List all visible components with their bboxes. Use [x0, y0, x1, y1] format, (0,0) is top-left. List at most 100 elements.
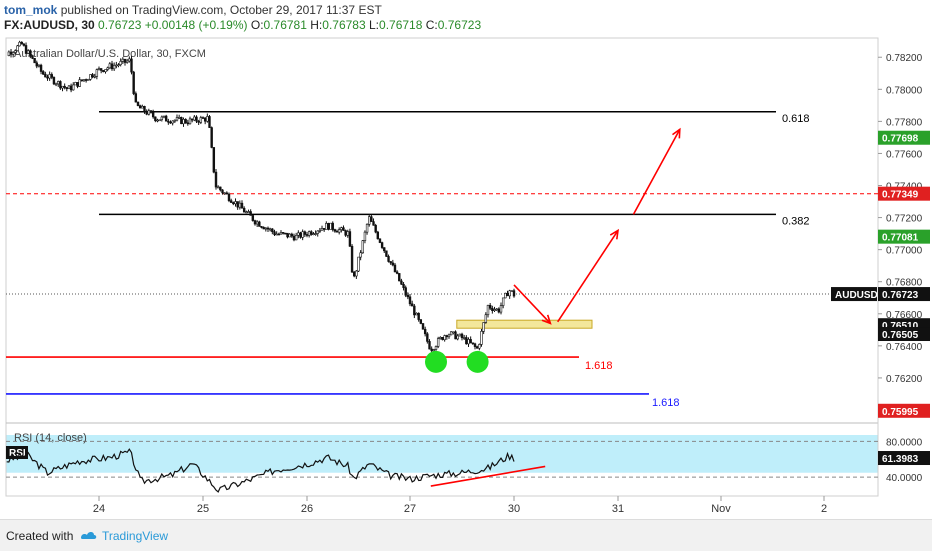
candle-body — [383, 247, 386, 252]
candle-body — [419, 319, 423, 324]
candle-body — [67, 85, 71, 90]
candle-body — [26, 50, 30, 54]
price-tag-label: 0.76723 — [882, 290, 919, 301]
candle-body — [33, 58, 36, 64]
candle-body — [374, 225, 377, 233]
candle-body — [340, 227, 343, 230]
candle-body — [22, 43, 26, 46]
x-axis-label: 24 — [93, 503, 105, 515]
x-axis-label: 31 — [612, 503, 624, 515]
fib-level-label: 0.382 — [782, 215, 810, 227]
candle-body — [89, 74, 92, 80]
candle-body — [177, 117, 181, 119]
candle-body — [42, 71, 45, 75]
price-tag-label: 0.77081 — [882, 233, 919, 244]
candle-body — [462, 337, 466, 339]
rsi-axis-label: 80.0000 — [886, 437, 923, 448]
footer: Created with TradingView — [0, 519, 932, 551]
candle-body — [61, 85, 64, 89]
rsi-line — [6, 448, 515, 493]
candle-body — [318, 229, 322, 232]
candle-body — [195, 116, 198, 122]
candle-body — [447, 334, 451, 338]
candle-body — [57, 81, 60, 85]
candle-body — [232, 202, 235, 205]
candle-body — [112, 65, 116, 70]
candle-body — [93, 75, 96, 78]
candle-body — [171, 120, 174, 124]
candle-body — [69, 85, 73, 91]
chart-header: tom_mok published on TradingView.com, Oc… — [0, 0, 932, 34]
candle-body — [149, 110, 153, 113]
candle-body — [284, 232, 287, 235]
candle-body — [372, 221, 375, 226]
candle-body — [400, 280, 403, 285]
open-label: O: — [250, 18, 264, 32]
candle-body — [454, 331, 457, 340]
candle-body — [190, 118, 194, 121]
candle-body — [54, 83, 58, 86]
candle-body — [219, 186, 222, 191]
candle-body — [376, 231, 380, 240]
candle-body — [255, 221, 259, 225]
candle-body — [445, 335, 449, 338]
candle-body — [130, 58, 133, 73]
candle-body — [99, 68, 103, 71]
candle-body — [322, 228, 326, 230]
candle-body — [188, 118, 192, 125]
x-axis-label: 30 — [508, 503, 520, 515]
candle-body — [44, 73, 47, 78]
candle-body — [247, 211, 250, 213]
candle-body — [301, 231, 304, 238]
candle-body — [31, 55, 34, 59]
fib-level-label: 1.618 — [585, 360, 613, 372]
symbol-tag — [831, 287, 877, 302]
candle-body — [52, 77, 56, 85]
candle-body — [441, 337, 444, 341]
candle-body — [221, 189, 224, 194]
last-price: 0.76723 — [98, 18, 142, 32]
candle-body — [310, 231, 313, 235]
candle-body — [39, 64, 43, 72]
tradingview-link[interactable]: TradingView — [102, 529, 169, 543]
high-label: H: — [310, 18, 323, 32]
candle-body — [110, 63, 114, 70]
price-tag-label: 0.77698 — [882, 134, 919, 145]
candle-body — [242, 207, 246, 213]
candle-body — [260, 226, 263, 228]
price-tag-label: 0.75995 — [882, 407, 919, 418]
high-value: 0.76783 — [322, 18, 366, 32]
candle-body — [197, 120, 200, 123]
candle-body — [510, 290, 514, 292]
candle-body — [325, 223, 328, 230]
candle-body — [436, 338, 440, 347]
candle-body — [236, 201, 239, 208]
ohlc-legend: FX:AUDUSD, 30 0.76723 +0.00148 (+0.19%) … — [4, 18, 481, 32]
candle-body — [297, 232, 300, 236]
candle-body — [365, 223, 369, 233]
candle-body — [134, 93, 138, 103]
candle-body — [421, 323, 425, 330]
chart-background — [0, 0, 932, 519]
candle-body — [290, 233, 294, 237]
candle-body — [245, 211, 248, 214]
candle-body — [344, 230, 347, 236]
candle-body — [14, 50, 17, 53]
candle-body — [20, 41, 23, 45]
candle-body — [18, 41, 21, 47]
candle-body — [504, 292, 507, 299]
candle-body — [59, 81, 62, 89]
candle-body — [506, 292, 509, 297]
candle-body — [175, 117, 179, 121]
candle-body — [84, 79, 88, 81]
candle-body — [415, 312, 418, 316]
author-link[interactable]: tom_mok — [4, 3, 58, 17]
candle-body — [82, 79, 86, 82]
candle-body — [50, 74, 53, 78]
candle-body — [395, 271, 399, 274]
candle-body — [108, 63, 112, 69]
candle-body — [229, 200, 233, 203]
candle-body — [78, 79, 81, 87]
candle-body — [495, 308, 498, 311]
price-tag-label: 0.76505 — [882, 330, 919, 341]
